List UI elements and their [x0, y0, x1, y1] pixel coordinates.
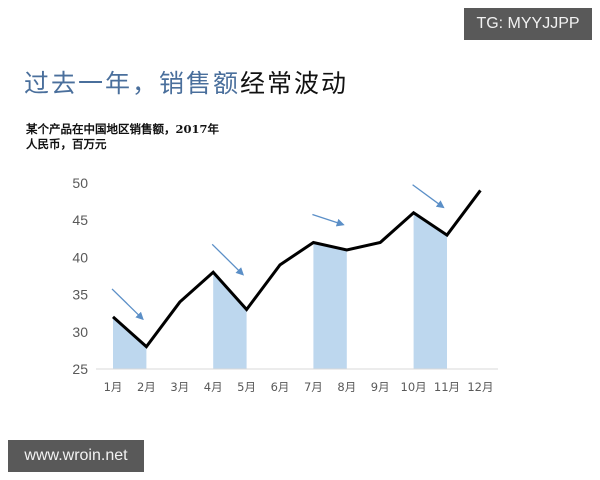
x-tick-label: 2月 — [137, 380, 156, 394]
decline-arrow-icon — [111, 288, 144, 321]
chart-title: 过去一年，销售额经常波动 — [24, 64, 348, 100]
watermark-bottom-left: www.wroin.net — [8, 440, 144, 472]
title-highlight: 过去一年，销售额 — [24, 69, 241, 98]
decline-shade — [113, 316, 147, 369]
decline-shade — [313, 242, 347, 369]
title-rest: 经常波动 — [240, 69, 349, 98]
decline-arrow-icon — [211, 243, 245, 276]
y-tick-label: 40 — [72, 249, 88, 265]
y-tick-label: 25 — [72, 361, 88, 377]
x-tick-label: 1月 — [104, 380, 123, 394]
x-axis-ticks: 1月 2月 3月 4月 5月 6月 7月 8月 9月 10月 11月 12月 — [104, 380, 494, 394]
chart-subtitle: 某个产品在中国地区销售额，2017年 人民币，百万元 — [26, 122, 219, 152]
x-tick-label: 6月 — [271, 380, 290, 394]
x-tick-label: 10月 — [401, 380, 427, 394]
decline-shade — [213, 272, 247, 369]
decline-arrow-icon — [312, 213, 345, 227]
sales-line — [112, 189, 482, 349]
x-tick-label: 7月 — [304, 380, 323, 394]
x-tick-label: 11月 — [434, 380, 460, 394]
decline-arrows — [111, 184, 445, 321]
subtitle-line-2: 人民币，百万元 — [26, 137, 107, 151]
y-tick-label: 45 — [72, 212, 88, 228]
x-tick-label: 4月 — [204, 380, 223, 394]
x-tick-label: 9月 — [371, 380, 390, 394]
decline-shade — [413, 212, 447, 369]
y-tick-label: 30 — [72, 324, 88, 340]
decline-highlights — [113, 212, 447, 369]
x-tick-label: 8月 — [337, 380, 356, 394]
subtitle-line-1: 某个产品在中国地区销售额，2017年 — [26, 122, 220, 136]
x-tick-label: 5月 — [237, 380, 256, 394]
watermark-top-right: TG: MYYJJPP — [464, 8, 592, 40]
y-tick-label: 35 — [72, 287, 88, 303]
decline-arrow-icon — [412, 184, 445, 209]
x-tick-label: 12月 — [467, 380, 493, 394]
y-tick-label: 50 — [72, 175, 88, 191]
x-tick-label: 3月 — [170, 380, 189, 394]
y-axis-ticks: 25 30 35 40 45 50 — [72, 175, 88, 377]
